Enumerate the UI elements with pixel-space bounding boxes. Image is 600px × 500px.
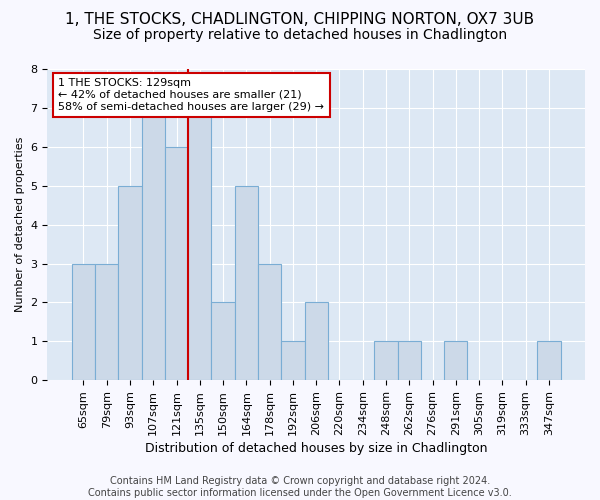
Bar [72, 264, 95, 380]
Bar [444, 342, 467, 380]
Bar [165, 147, 188, 380]
Bar [281, 342, 305, 380]
Text: Contains HM Land Registry data © Crown copyright and database right 2024.
Contai: Contains HM Land Registry data © Crown c… [88, 476, 512, 498]
Text: 1, THE STOCKS, CHADLINGTON, CHIPPING NORTON, OX7 3UB: 1, THE STOCKS, CHADLINGTON, CHIPPING NOR… [65, 12, 535, 28]
Text: 1 THE STOCKS: 129sqm
← 42% of detached houses are smaller (21)
58% of semi-detac: 1 THE STOCKS: 129sqm ← 42% of detached h… [58, 78, 324, 112]
Bar [95, 264, 118, 380]
Y-axis label: Number of detached properties: Number of detached properties [15, 137, 25, 312]
Bar [374, 342, 398, 380]
Bar [142, 108, 165, 380]
Bar [537, 342, 560, 380]
Bar [118, 186, 142, 380]
Bar [211, 302, 235, 380]
Bar [258, 264, 281, 380]
Text: Size of property relative to detached houses in Chadlington: Size of property relative to detached ho… [93, 28, 507, 42]
Bar [188, 108, 211, 380]
Bar [398, 342, 421, 380]
Bar [305, 302, 328, 380]
X-axis label: Distribution of detached houses by size in Chadlington: Distribution of detached houses by size … [145, 442, 487, 455]
Bar [235, 186, 258, 380]
